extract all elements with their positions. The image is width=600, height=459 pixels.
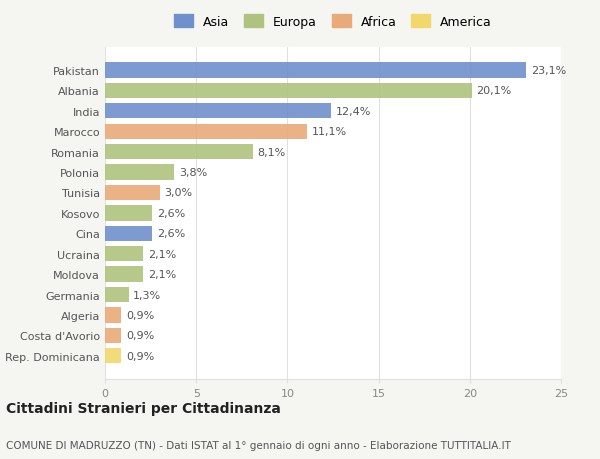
Bar <box>105 124 307 140</box>
Bar <box>105 84 472 99</box>
Bar <box>105 185 160 201</box>
Text: 11,1%: 11,1% <box>312 127 347 137</box>
Text: 3,8%: 3,8% <box>179 168 207 178</box>
Text: 20,1%: 20,1% <box>476 86 511 96</box>
Text: 2,1%: 2,1% <box>148 249 176 259</box>
Text: 3,0%: 3,0% <box>164 188 193 198</box>
Bar <box>105 348 121 364</box>
Bar <box>105 287 129 302</box>
Text: 0,9%: 0,9% <box>126 330 154 341</box>
Bar <box>105 246 143 262</box>
Bar <box>105 104 331 119</box>
Text: 12,4%: 12,4% <box>336 106 371 117</box>
Bar <box>105 206 152 221</box>
Bar <box>105 267 143 282</box>
Text: 1,3%: 1,3% <box>133 290 161 300</box>
Bar <box>105 226 152 241</box>
Bar <box>105 328 121 343</box>
Text: COMUNE DI MADRUZZO (TN) - Dati ISTAT al 1° gennaio di ogni anno - Elaborazione T: COMUNE DI MADRUZZO (TN) - Dati ISTAT al … <box>6 440 511 450</box>
Bar <box>105 165 175 180</box>
Legend: Asia, Europa, Africa, America: Asia, Europa, Africa, America <box>170 11 496 33</box>
Bar <box>105 63 526 78</box>
Text: 2,1%: 2,1% <box>148 269 176 280</box>
Text: 8,1%: 8,1% <box>257 147 286 157</box>
Bar <box>105 308 121 323</box>
Bar <box>105 145 253 160</box>
Text: 2,6%: 2,6% <box>157 208 185 218</box>
Text: 0,9%: 0,9% <box>126 351 154 361</box>
Text: 2,6%: 2,6% <box>157 229 185 239</box>
Text: 0,9%: 0,9% <box>126 310 154 320</box>
Text: Cittadini Stranieri per Cittadinanza: Cittadini Stranieri per Cittadinanza <box>6 402 281 415</box>
Text: 23,1%: 23,1% <box>531 66 566 76</box>
